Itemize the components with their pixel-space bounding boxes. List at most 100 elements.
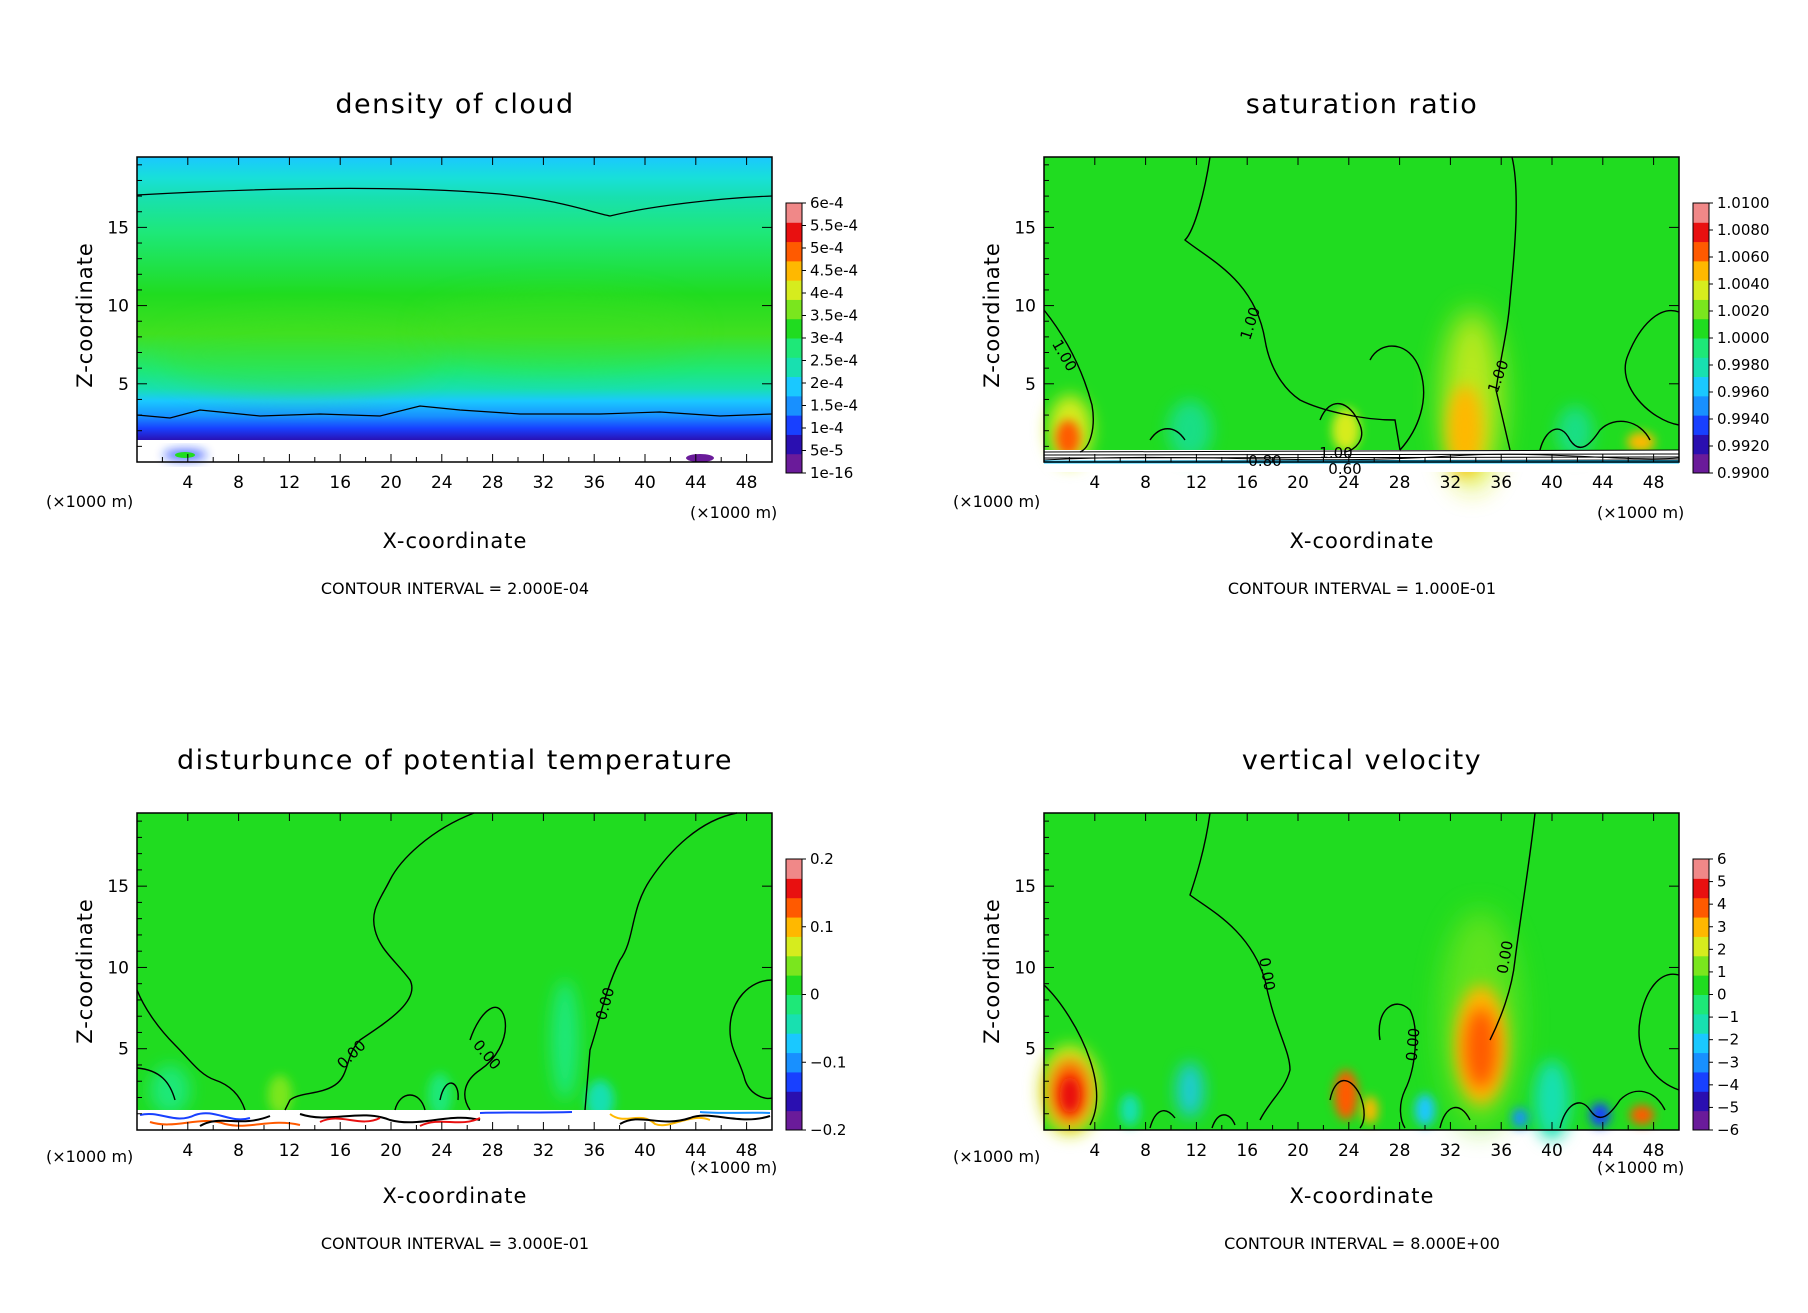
velocity-contours	[1043, 812, 1680, 1129]
x-tick-label: 16	[329, 1141, 351, 1161]
panel-theta: disturbunce of potential temperature	[46, 745, 846, 1253]
colorbar-swatch	[786, 260, 802, 281]
plot-frame	[1043, 812, 1680, 1131]
x-tick-label: 32	[1440, 473, 1462, 493]
y-axis-label: Z-coordinate	[980, 242, 1004, 388]
x-unit-left: (×1000 m)	[953, 492, 1040, 511]
y-ticks: 5 10 15	[107, 820, 772, 1115]
x-tick-label: 40	[634, 473, 656, 493]
colorbar-swatch	[1693, 1033, 1709, 1054]
saturation-contours	[1043, 156, 1680, 453]
panel-cloud: density of cloud 4 8 12 16 20 24 28 32 36 40 44 48 …	[46, 89, 858, 598]
x-tick-label: 20	[1287, 473, 1309, 493]
y-tick-label: 5	[1025, 1040, 1036, 1060]
colorbar: 0.2 0.1 0 −0.1 −0.2	[785, 850, 846, 1139]
plot-frame	[136, 812, 773, 1131]
y-axis-label: Z-coordinate	[980, 898, 1004, 1044]
colorbar-swatch	[1693, 1091, 1709, 1112]
panel-title: saturation ratio	[1246, 89, 1479, 120]
colorbar-swatch	[1693, 415, 1709, 435]
y-tick-label: 15	[1014, 218, 1036, 238]
colorbar-label: 4	[1717, 895, 1727, 913]
colorbar-swatch	[786, 222, 802, 243]
colorbar-swatch	[1693, 299, 1709, 320]
x-axis-label: X-coordinate	[1290, 529, 1435, 553]
colorbar-swatch	[786, 897, 802, 918]
colorbar-swatch	[786, 338, 802, 358]
x-tick-label: 40	[1541, 1141, 1563, 1161]
colorbar-swatch	[786, 955, 802, 976]
x-tick-label: 28	[482, 473, 504, 493]
colorbar-swatch	[1693, 917, 1709, 937]
colorbar-label: −0.1	[810, 1053, 846, 1071]
colorbar-swatch	[786, 376, 802, 397]
colorbar-label: −0.2	[810, 1121, 846, 1139]
colorbar-swatch	[786, 917, 802, 937]
x-tick-label: 24	[431, 1141, 453, 1161]
colorbar-label: 0.2	[810, 850, 834, 868]
contour-interval: CONTOUR INTERVAL = 2.000E-04	[321, 579, 589, 598]
colorbar-swatch	[1693, 955, 1709, 976]
x-tick-label: 12	[1186, 473, 1208, 493]
colorbar-swatch	[786, 859, 802, 879]
x-tick-label: 36	[583, 1141, 605, 1161]
x-tick-label: 32	[533, 473, 555, 493]
colorbar-swatch	[1693, 897, 1709, 918]
y-tick-label: 15	[107, 218, 129, 238]
colorbar-label: 1e-4	[810, 419, 844, 437]
colorbar-swatch	[1693, 878, 1709, 899]
colorbar-swatch	[1693, 318, 1709, 339]
colorbar-label: 1e-16	[810, 464, 853, 482]
x-tick-label: 32	[1440, 1141, 1462, 1161]
x-tick-label: 40	[634, 1141, 656, 1161]
x-tick-label: 44	[1592, 1141, 1614, 1161]
colorbar-swatch	[1693, 936, 1709, 957]
x-axis-label: X-coordinate	[383, 529, 528, 553]
velocity-features	[1040, 910, 1654, 1140]
colorbar-swatch	[1693, 859, 1709, 879]
y-tick-label: 10	[107, 958, 129, 978]
y-tick-label: 10	[1014, 297, 1036, 317]
colorbar-label: 1.0060	[1717, 248, 1770, 266]
colorbar-label: 3.5e-4	[810, 307, 858, 325]
colorbar-swatch	[1693, 1052, 1709, 1073]
panel-title: disturbunce of potential temperature	[177, 745, 733, 776]
x-ticks: 4 8 12 16 20 24 28 32 36 40 44 48	[161, 157, 757, 493]
colorbar-label: 1.5e-4	[810, 397, 858, 415]
panel-title: vertical velocity	[1242, 745, 1482, 776]
colorbar-label: −2	[1717, 1031, 1739, 1049]
colorbar-swatch	[1693, 338, 1709, 358]
x-unit-left: (×1000 m)	[46, 1147, 133, 1166]
colorbar-label: 0.9980	[1717, 356, 1770, 374]
x-tick-label: 28	[482, 1141, 504, 1161]
colorbar-label: 5	[1717, 873, 1727, 891]
colorbar-label: 5.5e-4	[810, 217, 858, 235]
colorbar-swatch	[786, 357, 802, 378]
x-tick-label: 4	[1089, 473, 1100, 493]
x-ticks: 4 8 12 16 20 24 28 32 36 40 44 48	[1068, 157, 1664, 493]
x-tick-label: 40	[1541, 473, 1563, 493]
contour-label: 0.60	[1328, 460, 1361, 478]
contour-label: 0.00	[1255, 956, 1279, 992]
contour-label: 0.80	[1248, 452, 1281, 470]
colorbar-label: 6	[1717, 850, 1727, 868]
x-tick-label: 36	[1490, 473, 1512, 493]
y-tick-label: 10	[107, 297, 129, 317]
colorbar-swatch	[1693, 357, 1709, 378]
x-ticks: 4 8 12 16 20 24 28 32 36 40 44 48	[161, 813, 757, 1161]
colorbar-label: 6e-4	[810, 194, 844, 212]
colorbar-swatch	[786, 1033, 802, 1054]
colorbar: 6 5 4 3 2 1 0 −1 −2 −3 −4 −5 −6	[1692, 850, 1739, 1139]
colorbar-label: 1.0040	[1717, 275, 1770, 293]
colorbar: 6e-4 5.5e-4 5e-4 4.5e-4 4e-4 3.5e-4 3e-4 2.5e-4…	[785, 194, 858, 482]
colorbar-label: 0.1	[810, 918, 834, 936]
colorbar-label: 0.9940	[1717, 410, 1770, 428]
colorbar-swatch	[1693, 222, 1709, 243]
colorbar-label: 5e-4	[810, 239, 844, 257]
colorbar-swatch	[786, 975, 802, 995]
colorbar-swatch	[1693, 376, 1709, 397]
colorbar-label: 2	[1717, 940, 1727, 958]
x-tick-label: 44	[1592, 473, 1614, 493]
colorbar-swatch	[786, 1110, 802, 1131]
colorbar-label: 0.9900	[1717, 464, 1770, 482]
